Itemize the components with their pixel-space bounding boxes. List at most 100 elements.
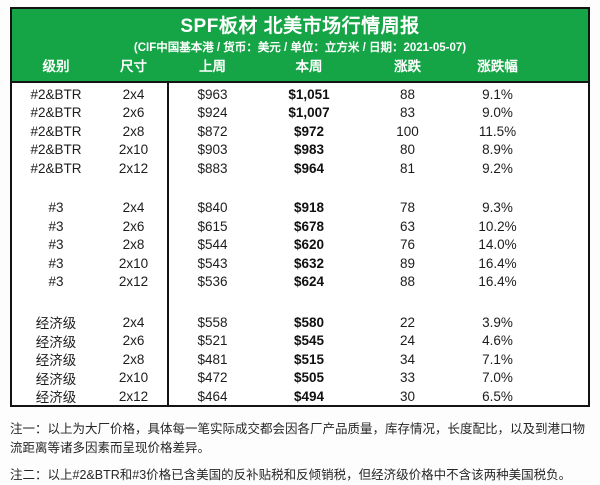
cell-thisweek: $1,007 (288, 105, 330, 121)
cell-thisweek: $545 (293, 333, 325, 348)
cell-grade: 经济级 (35, 390, 77, 405)
cell-lastweek: $840 (197, 200, 228, 216)
cell-change-pct: 11.5% (478, 123, 517, 139)
footnotes: 注一：以上为大厂价格，具体每一笔实际成交都会因各厂产品质量，库存情况，长度配比，… (10, 420, 593, 485)
cell-lastweek: $872 (197, 123, 228, 139)
cell-change: 30 (399, 388, 416, 404)
cell-size: 2x8 (122, 351, 145, 367)
cell-grade: 经济级 (35, 334, 77, 350)
table-header-block: SPF板材 北美市场行情周报 (CIF中国基本港 / 货币：美元 / 单位：立方… (12, 9, 588, 81)
group-separator (12, 178, 588, 199)
cell-thisweek: $620 (293, 237, 325, 253)
cell-change: 78 (399, 200, 416, 216)
report-title: SPF板材 北美市场行情周报 (180, 16, 420, 37)
cell-size: 2x10 (118, 370, 149, 385)
cell-lastweek: $544 (197, 237, 228, 253)
cell-size: 2x4 (122, 200, 145, 216)
group-separator (12, 291, 588, 312)
cell-grade: 经济级 (35, 371, 77, 387)
table-row: 经济级 2x8 $481 $515 34 7.1% (12, 349, 588, 369)
cell-change: 88 (399, 274, 416, 290)
cell-thisweek: $632 (293, 255, 325, 271)
cell-change-pct: 9.2% (482, 160, 513, 176)
cell-grade: #2&BTR (30, 105, 82, 121)
cell-grade: #3 (48, 218, 64, 234)
col-header-size: 尺寸 (120, 59, 147, 74)
cell-lastweek: $924 (197, 105, 228, 121)
footnote-1: 注一：以上为大厂价格，具体每一笔实际成交都会因各厂产品质量，库存情况，长度配比，… (10, 422, 586, 455)
cell-lastweek: $464 (197, 388, 228, 404)
cell-size: 2x6 (122, 218, 145, 234)
cell-grade: #3 (48, 255, 64, 271)
cell-change: 24 (399, 333, 416, 348)
cell-lastweek: $903 (197, 142, 228, 158)
cell-change-pct: 9.1% (482, 86, 513, 102)
cell-size: 2x12 (118, 160, 149, 176)
cell-change-pct: 16.4% (478, 255, 517, 271)
cell-change: 83 (399, 105, 416, 121)
cell-grade: #3 (48, 200, 64, 216)
report-subtitle: (CIF中国基本港 / 货币：美元 / 单位：立方米 / 日期：2021-05-… (133, 42, 467, 54)
cell-change: 89 (399, 255, 416, 271)
table-row: 经济级 2x12 $464 $494 30 6.5% (12, 386, 588, 406)
cell-thisweek: $515 (293, 351, 325, 367)
cell-change-pct: 14.0% (478, 237, 517, 253)
cell-thisweek: $964 (293, 160, 325, 176)
cell-change-pct: 10.2% (478, 218, 517, 234)
cell-change-pct: 7.1% (482, 351, 513, 367)
cell-lastweek: $883 (197, 160, 228, 176)
table-row: 经济级 2x4 $558 $580 22 3.9% (12, 312, 588, 332)
cell-thisweek: $580 (293, 314, 325, 330)
col-header-thisweek: 本周 (295, 59, 323, 74)
cell-thisweek: $918 (293, 200, 325, 216)
cell-thisweek: $678 (293, 218, 325, 234)
cell-lastweek: $615 (197, 218, 228, 234)
cell-change: 88 (399, 86, 416, 102)
col-header-change-pct: 涨跌幅 (477, 59, 518, 74)
cell-grade: #2&BTR (30, 123, 82, 139)
col-header-spacer (540, 59, 588, 75)
cell-size: 2x12 (118, 274, 149, 290)
footnote-2: 注二：以上#2&BTR和#3价格已含美国的反补贴税和反倾销税，但经济级价格中不含… (10, 468, 572, 482)
table-row: #2&BTR 2x6 $924 $1,007 83 9.0% (12, 104, 588, 123)
cell-thisweek: $1,051 (288, 86, 330, 102)
cell-size: 2x8 (122, 123, 145, 139)
cell-size: 2x12 (118, 388, 149, 404)
col-header-grade: 级别 (42, 59, 70, 74)
cell-change: 76 (399, 237, 416, 253)
price-report-table: SPF板材 北美市场行情周报 (CIF中国基本港 / 货币：美元 / 单位：立方… (10, 7, 590, 407)
table-row: 经济级 2x10 $472 $505 33 7.0% (12, 368, 588, 387)
cell-grade: 经济级 (35, 353, 77, 368)
cell-change: 33 (399, 370, 416, 385)
cell-change: 63 (399, 218, 416, 234)
cell-lastweek: $558 (197, 314, 228, 330)
table-row: #3 2x6 $615 $678 63 10.2% (12, 217, 588, 236)
cell-grade: #2&BTR (30, 86, 82, 102)
cell-lastweek: $521 (197, 333, 228, 348)
col-header-lastweek: 上周 (199, 59, 226, 74)
cell-grade: #2&BTR (30, 142, 82, 158)
cell-size: 2x6 (122, 105, 145, 121)
cell-grade: #3 (48, 237, 64, 253)
cell-size: 2x4 (122, 314, 145, 330)
col-header-change: 涨跌 (394, 59, 421, 74)
table-row: #3 2x10 $543 $632 89 16.4% (12, 254, 588, 273)
cell-change-pct: 16.4% (478, 274, 517, 290)
cell-change-pct: 4.6% (482, 333, 513, 348)
cell-lastweek: $536 (197, 274, 228, 290)
table-row: #2&BTR 2x12 $883 $964 81 9.2% (12, 159, 588, 178)
cell-thisweek: $505 (293, 370, 325, 385)
cell-change-pct: 7.0% (482, 370, 513, 385)
cell-change-pct: 6.5% (482, 388, 513, 404)
cell-lastweek: $472 (197, 370, 228, 385)
cell-change: 100 (396, 123, 419, 139)
cell-grade: 经济级 (35, 316, 77, 331)
cell-grade: #3 (48, 274, 64, 290)
cell-change-pct: 9.0% (482, 105, 513, 121)
table-body: #2&BTR 2x4 $963 $1,051 88 9.1% #2&BTR 2x6 $924 $1… (12, 81, 588, 405)
cell-change-pct: 8.9% (482, 142, 513, 158)
cell-size: 2x6 (122, 333, 145, 348)
column-header-row: 级别 尺寸 上周 本周 涨跌 涨跌幅 (12, 59, 588, 81)
cell-change-pct: 3.9% (482, 314, 513, 330)
table-row: #3 2x8 $544 $620 76 14.0% (12, 236, 588, 255)
